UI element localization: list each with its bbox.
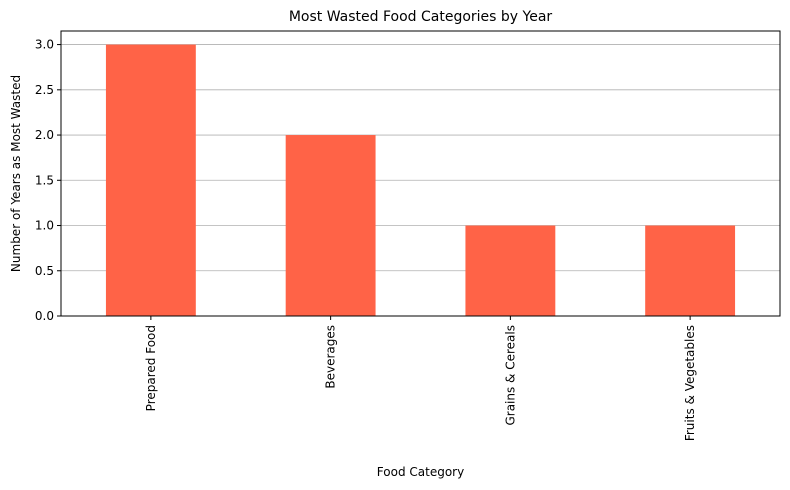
plot-frame <box>60 30 781 317</box>
y-tick-label-6: 3.0 <box>35 38 54 52</box>
x-ticks: Prepared Food Beverages Grains & Cereals Fr… <box>144 316 697 441</box>
bar-fruits-vegetables <box>645 225 736 316</box>
y-tick-label-5: 2.5 <box>35 83 54 97</box>
y-tick-label-0: 0.0 <box>35 309 54 323</box>
y-tick-label-2: 1.0 <box>35 219 54 233</box>
y-tick-label-1: 0.5 <box>35 264 54 278</box>
chart-title: Most Wasted Food Categories by Year <box>289 9 553 25</box>
x-tick-label-1: Beverages <box>324 325 338 389</box>
x-tick-label-0: Prepared Food <box>144 325 158 411</box>
y-tick-label-4: 2.0 <box>35 128 54 142</box>
y-ticks: 0.0 0.5 1.0 1.5 2.0 2.5 3.0 <box>35 38 61 323</box>
bar-grains-cereals <box>465 225 556 316</box>
x-tick-label-2: Grains & Cereals <box>503 325 517 426</box>
y-axis-label: Number of Years as Most Wasted <box>9 75 23 272</box>
bar-prepared-food <box>105 44 196 316</box>
y-tick-label-3: 1.5 <box>35 173 54 187</box>
x-tick-label-3: Fruits & Vegetables <box>683 325 697 441</box>
x-axis-label: Food Category <box>377 465 464 479</box>
bars <box>105 44 736 316</box>
bar-beverages <box>285 135 376 316</box>
